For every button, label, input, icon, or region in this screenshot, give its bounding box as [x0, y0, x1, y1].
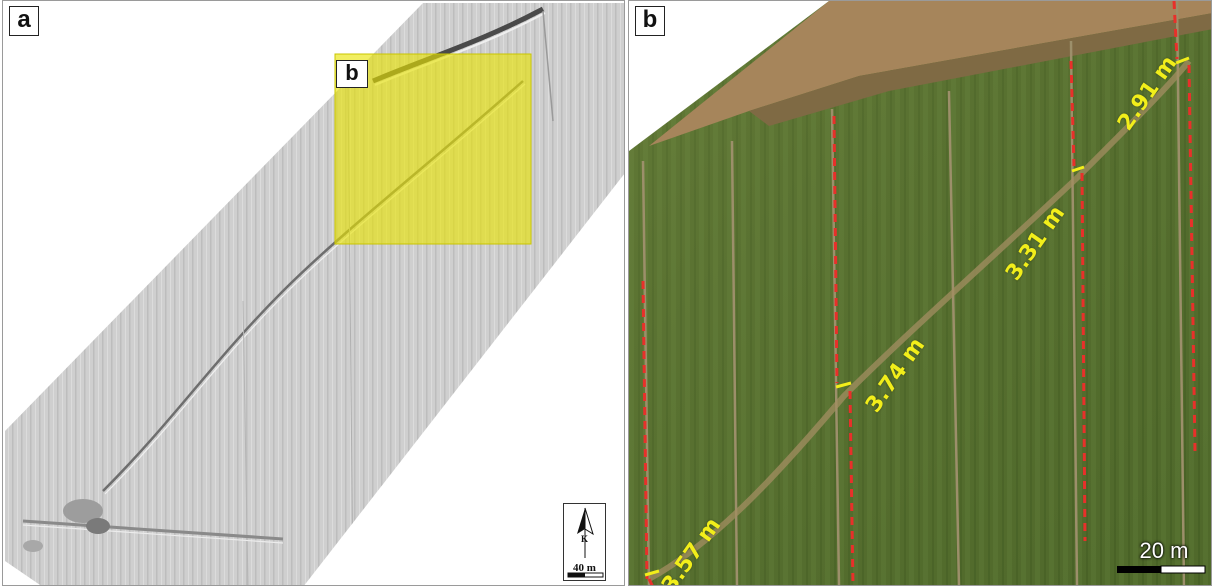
scale-bar-b-label: 20 m: [1139, 538, 1189, 563]
field-tracks: [641, 1, 1186, 585]
north-arrow-icon: [577, 507, 594, 558]
north-arrow-box: K 40 m: [563, 503, 606, 581]
hillshade-terrain: [5, 3, 624, 585]
scale-bar-a-label: 40 m: [573, 562, 596, 574]
soil-bank: [649, 1, 1211, 146]
panel-b-aerial-photo: b 3.57 m 3.74 m 3.31 m 2.91 m 20 m: [628, 0, 1212, 586]
panel-a-hillshade-map: a b K 40 m: [2, 0, 625, 586]
scale-bar-b: [1117, 565, 1206, 574]
panel-label-a: a: [9, 6, 39, 36]
offset-ticks: [644, 56, 1190, 577]
fault-trace: [647, 59, 1192, 582]
fault-offset-lines: [641, 1, 1197, 585]
scale-bar-a: [567, 572, 604, 578]
panel-label-b: b: [635, 6, 665, 36]
inset-label-b: b: [336, 60, 368, 88]
north-arrow-letter: K: [580, 534, 588, 544]
aerial-field: [629, 1, 1211, 585]
survey-area: [5, 3, 624, 585]
